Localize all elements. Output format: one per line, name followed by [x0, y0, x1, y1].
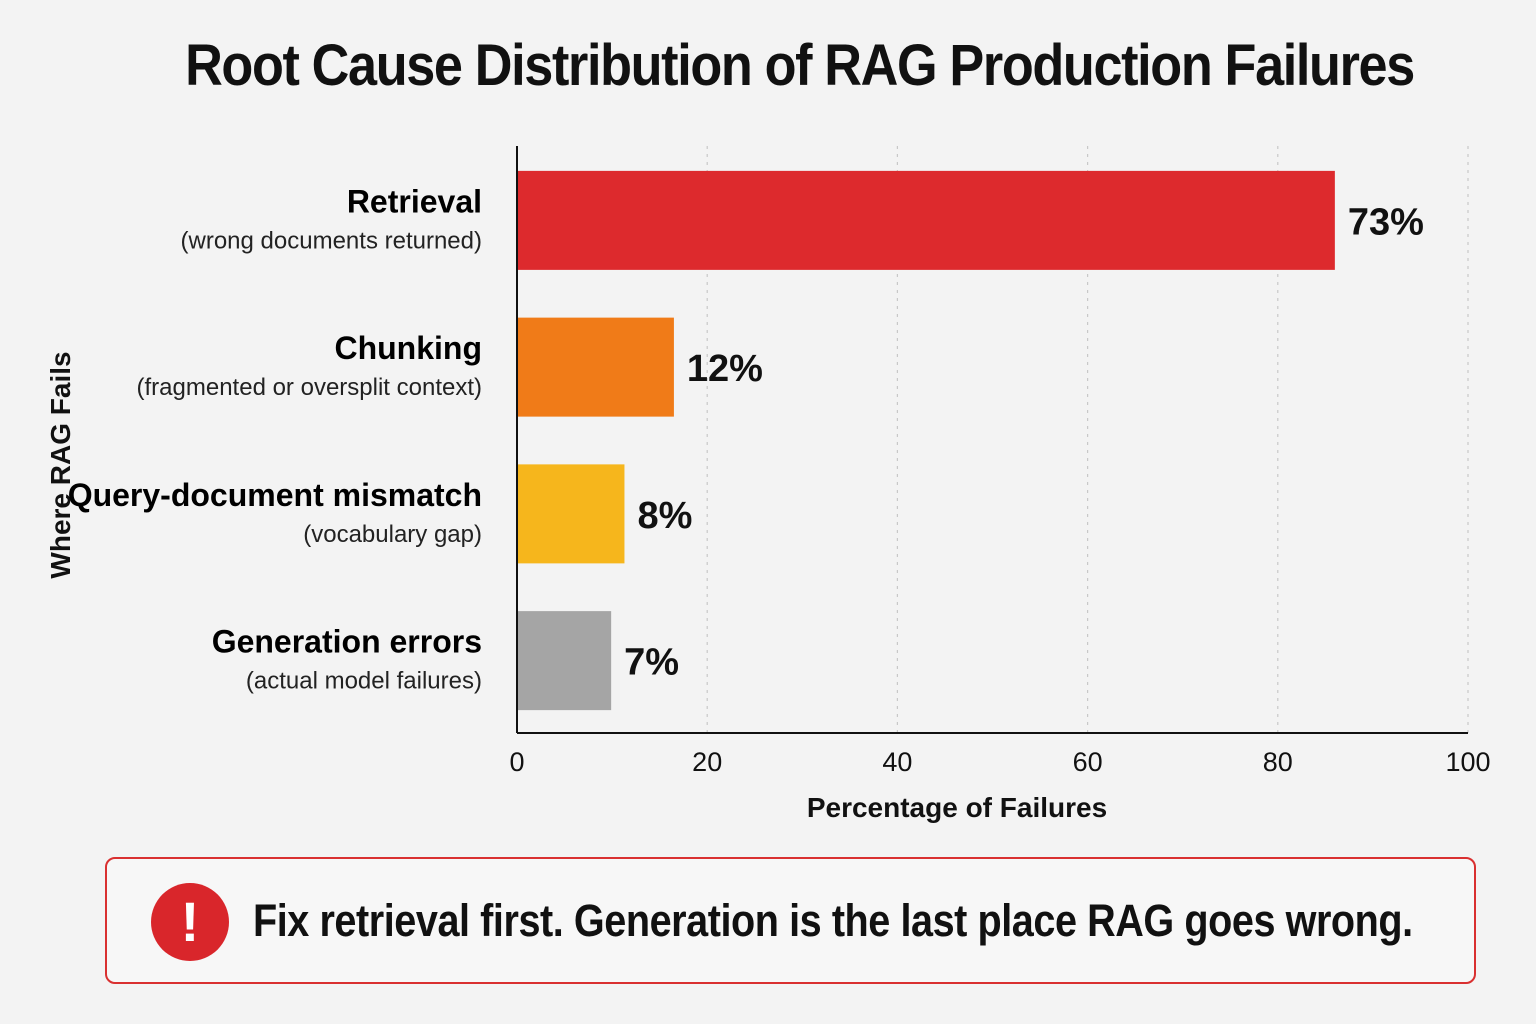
chart-title: Root Cause Distribution of RAG Productio…	[185, 33, 1415, 98]
x-tick-label: 40	[882, 747, 912, 777]
data-label: 73%	[1348, 201, 1424, 243]
y-axis-label: Where RAG Fails	[45, 351, 76, 578]
x-tick-label: 80	[1263, 747, 1293, 777]
bar	[517, 464, 625, 564]
bar	[517, 611, 612, 711]
category-label: Retrieval	[347, 183, 482, 219]
x-tick-label: 20	[692, 747, 722, 777]
bars: 73% 12% 8% 7%	[517, 170, 1424, 711]
category-subtitle: (fragmented or oversplit context)	[137, 374, 482, 401]
category-subtitle: (wrong documents returned)	[181, 227, 482, 254]
callout-text: Fix retrieval first. Generation is the l…	[253, 895, 1413, 946]
category-label: Query-document mismatch	[68, 477, 482, 513]
category-label: Chunking	[334, 330, 482, 366]
data-label: 8%	[637, 495, 692, 537]
category-labels: Retrieval (wrong documents returned) Chunk…	[68, 183, 482, 694]
data-label: 7%	[624, 642, 679, 684]
axes	[516, 146, 1468, 734]
callout-box: ! Fix retrieval first. Generation is the…	[105, 857, 1476, 984]
x-tick-label: 60	[1073, 747, 1103, 777]
category-subtitle: (vocabulary gap)	[303, 521, 482, 548]
category-label: Generation errors	[212, 624, 482, 660]
data-label: 12%	[687, 348, 763, 390]
x-axis-label: Percentage of Failures	[807, 792, 1107, 823]
x-tick-label: 0	[509, 747, 524, 777]
x-tick-label: 100	[1445, 747, 1490, 777]
bar	[517, 170, 1335, 270]
exclamation-icon: !	[151, 883, 229, 961]
bar	[517, 317, 674, 417]
category-subtitle: (actual model failures)	[246, 668, 482, 695]
x-tick-labels: 0 20 40 60 80 100	[509, 747, 1490, 777]
